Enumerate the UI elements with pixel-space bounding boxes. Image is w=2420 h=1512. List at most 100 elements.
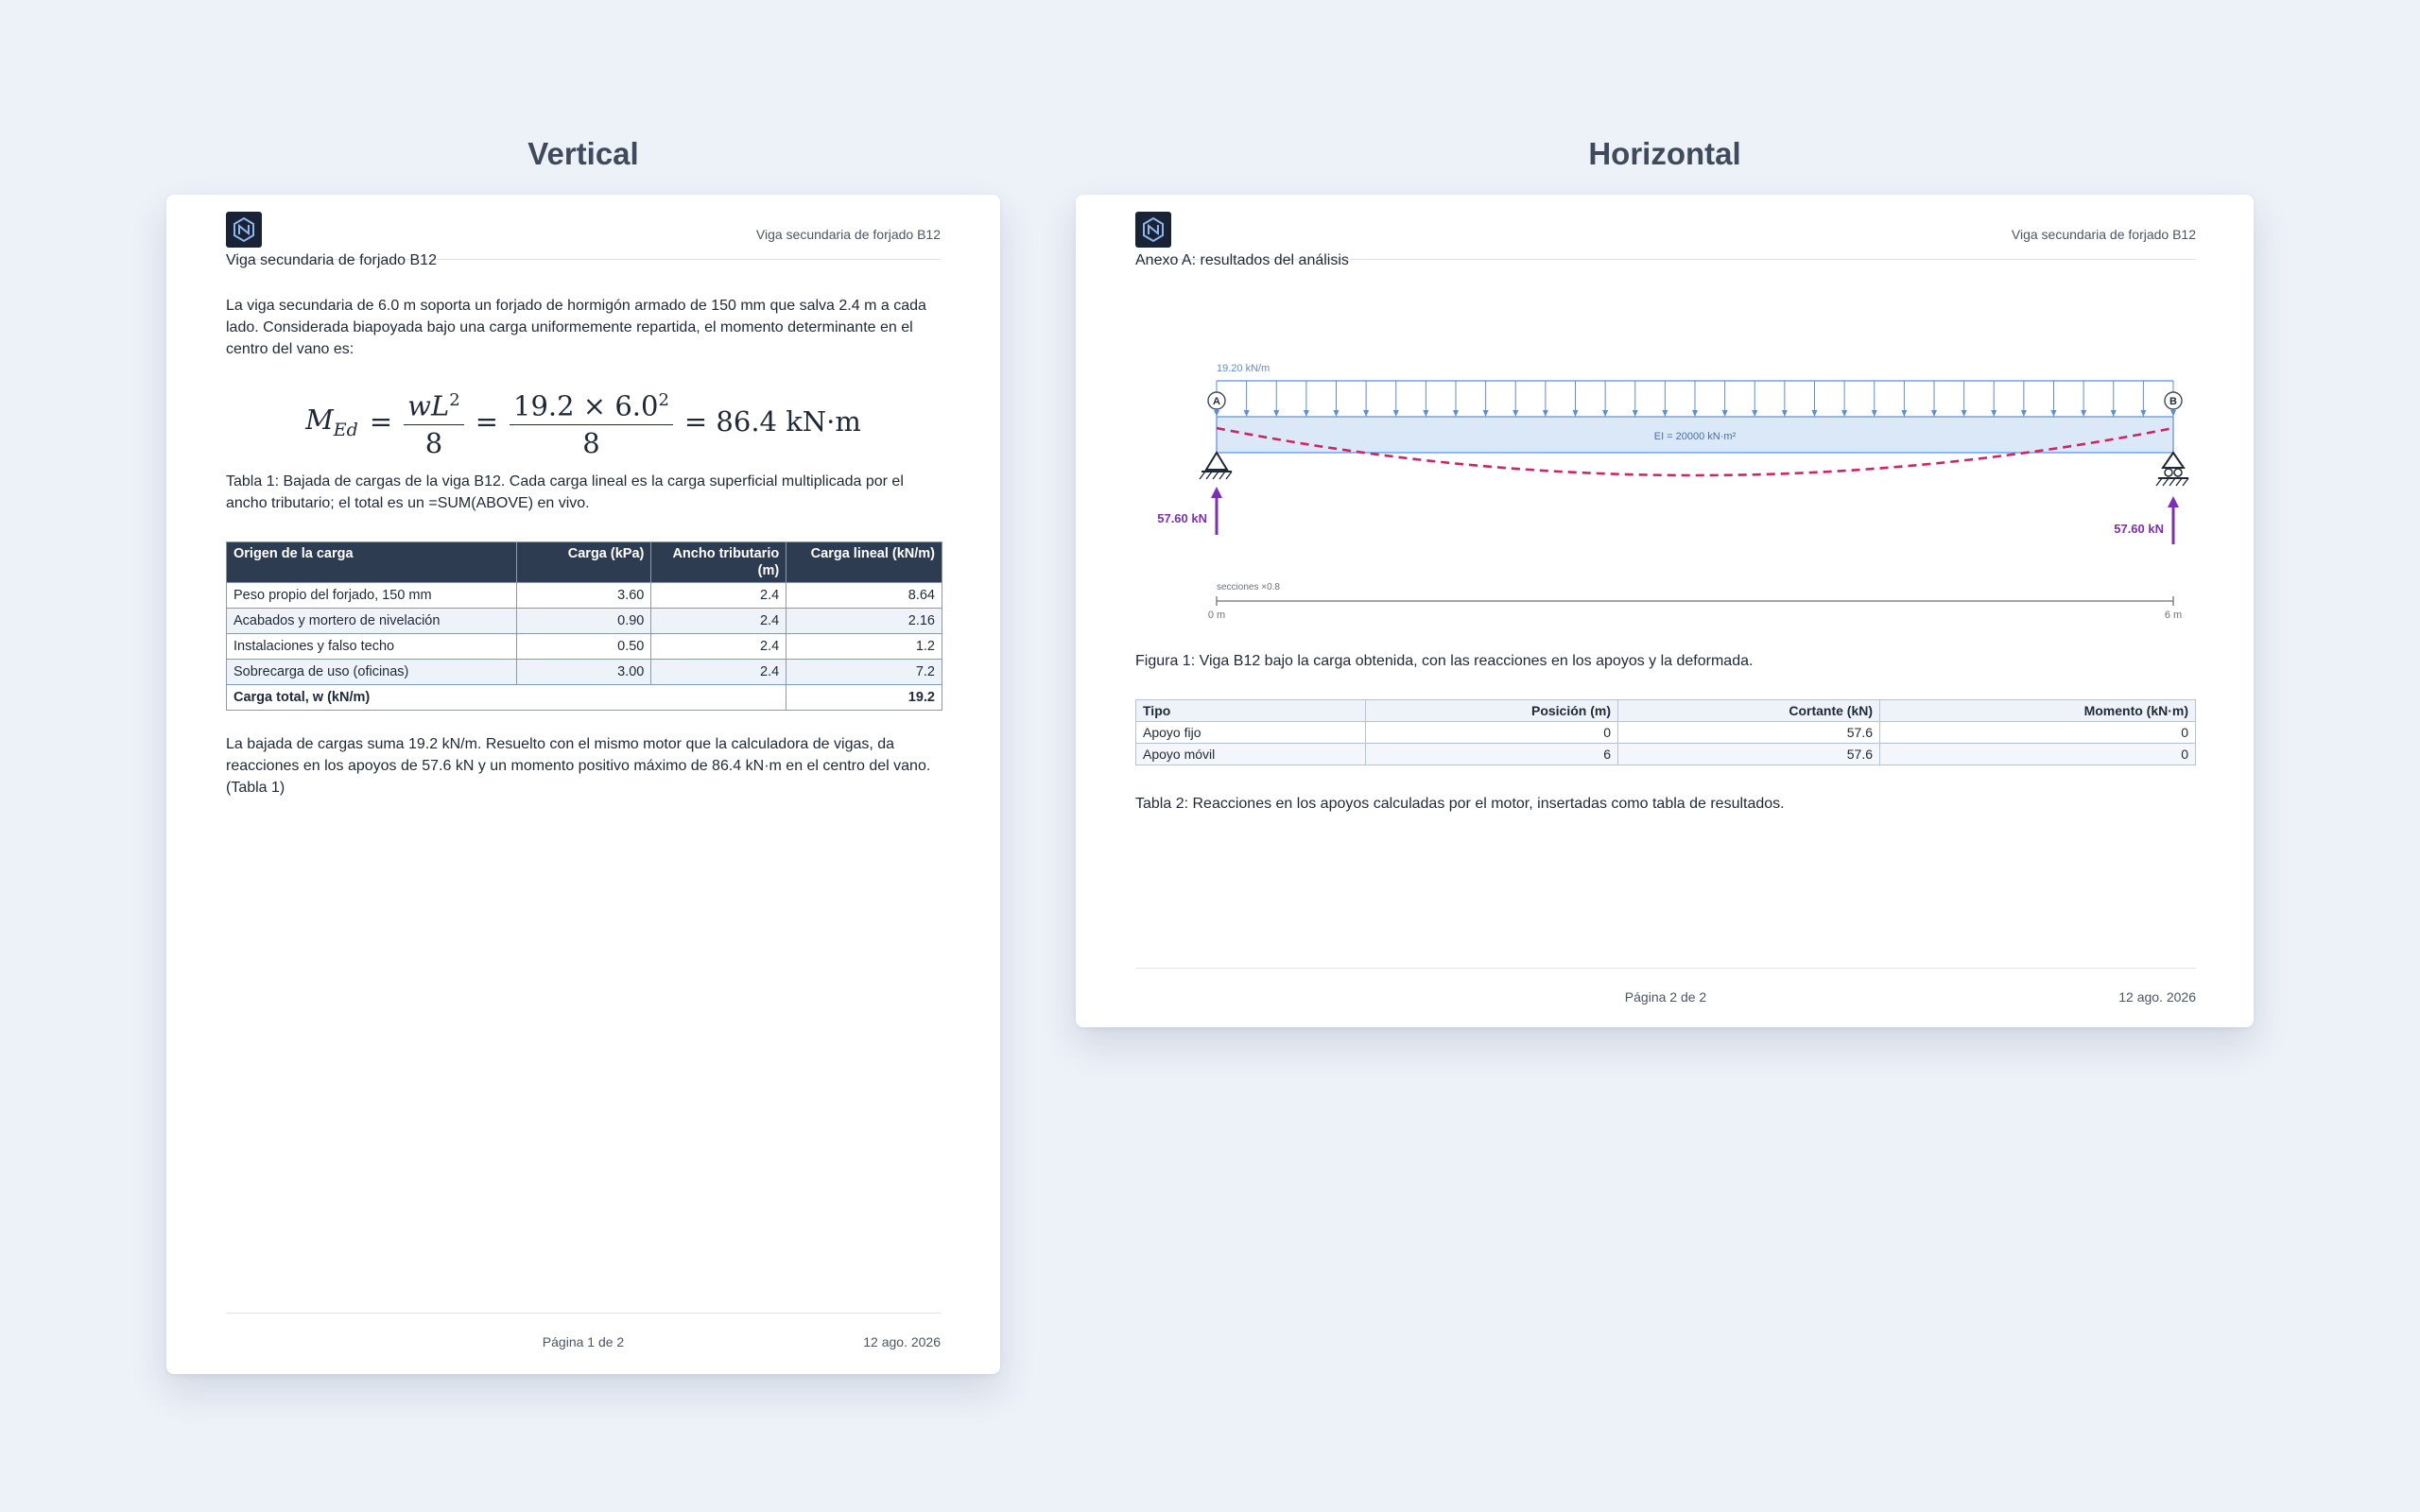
table-cell: Instalaciones y falso techo bbox=[226, 633, 517, 660]
table-cell: 6 bbox=[1365, 743, 1618, 765]
load-arrow-head bbox=[2110, 410, 2117, 417]
load-arrow-head bbox=[1243, 410, 1250, 417]
beam-body bbox=[1216, 416, 2174, 454]
intro-paragraph: La viga secundaria de 6.0 m soporta un f… bbox=[226, 298, 926, 357]
heading-vertical: Vertical bbox=[527, 136, 639, 171]
col-header: Ancho tributario (m) bbox=[650, 541, 787, 583]
figure-caption: Figura 1: Viga B12 bajo la carga obtenid… bbox=[1135, 653, 1754, 669]
page-footer: Página 1 de 2 12 ago. 2026 bbox=[226, 1313, 941, 1361]
table-total-row: Carga total, w (kN/m) 19.2 bbox=[225, 684, 942, 711]
load-arrow-head bbox=[2170, 410, 2176, 417]
load-arrow-head bbox=[1392, 410, 1399, 417]
load-arrow-head bbox=[1303, 410, 1309, 417]
scale-start: 0 m bbox=[1208, 610, 1225, 621]
table-row: Peso propio del forjado, 150 mm 3.60 2.4… bbox=[226, 582, 942, 609]
footer-page-number: Página 2 de 2 bbox=[1624, 989, 1707, 1005]
load-arrow-head bbox=[1273, 410, 1280, 417]
table-cell: 0 bbox=[1879, 743, 2196, 765]
table-cell: 2.4 bbox=[650, 582, 787, 609]
reactions-table: Tipo Posición (m) Cortante (kN) Momento … bbox=[1135, 699, 2196, 765]
load-arrow-head bbox=[1482, 410, 1489, 417]
load-label: 19.20 kN/m bbox=[1217, 363, 1270, 374]
closing-paragraph: La bajada de cargas suma 19.2 kN/m. Resu… bbox=[226, 736, 931, 796]
page-subtitle: Viga secundaria de forjado B12 bbox=[226, 252, 437, 268]
footer-date: 12 ago. 2026 bbox=[2118, 989, 2196, 1005]
load-arrow-head bbox=[1692, 410, 1698, 417]
page-header: Viga secundaria de forjado B12 bbox=[1135, 206, 2196, 260]
col-header: Posición (m) bbox=[1365, 699, 1618, 722]
col-header: Momento (kN·m) bbox=[1879, 699, 2196, 722]
table-row: Sobrecarga de uso (oficinas) 3.00 2.4 7.… bbox=[226, 659, 942, 685]
page-footer: Página 2 de 2 12 ago. 2026 bbox=[1135, 968, 2196, 1016]
load-arrow-head bbox=[1662, 410, 1668, 417]
load-arrow-head bbox=[1781, 410, 1788, 417]
table-cell: Peso propio del forjado, 150 mm bbox=[226, 582, 517, 609]
load-arrow-head bbox=[1811, 410, 1818, 417]
reaction-a-label: 57.60 kN bbox=[1157, 511, 1207, 525]
moment-formula: MEd = wL2 8 = 19.2 × 6.02 8 = 86.4 kN·m bbox=[226, 384, 941, 459]
load-arrow-head bbox=[1572, 410, 1579, 417]
load-arrow-head bbox=[1453, 410, 1459, 417]
table-cell: 8.64 bbox=[786, 582, 942, 609]
load-arrow-head bbox=[1961, 410, 1967, 417]
table-row: Apoyo móvil 6 57.6 0 bbox=[1135, 743, 2196, 765]
load-arrow-head bbox=[2050, 410, 2057, 417]
deflected-shape bbox=[1216, 426, 2174, 477]
node-b-marker bbox=[2164, 391, 2183, 410]
total-value: 19.2 bbox=[786, 684, 942, 711]
page-header: Viga secundaria de forjado B12 bbox=[226, 206, 941, 260]
load-arrow-head bbox=[1721, 410, 1728, 417]
load-arrow-head bbox=[1901, 410, 1908, 417]
footer-page-number: Página 1 de 2 bbox=[542, 1334, 625, 1349]
load-arrows bbox=[1214, 381, 2176, 417]
load-arrow-head bbox=[2020, 410, 2027, 417]
scale-end: 6 m bbox=[2165, 610, 2182, 621]
page-subtitle: Anexo A: resultados del análisis bbox=[1135, 252, 1349, 268]
table-cell: Apoyo móvil bbox=[1135, 743, 1366, 765]
table-row: Acabados y mortero de nivelación 0.90 2.… bbox=[226, 608, 942, 634]
table-cell: 7.2 bbox=[786, 659, 942, 685]
table-cell: Sobrecarga de uso (oficinas) bbox=[226, 659, 517, 685]
load-arrow-head bbox=[1991, 410, 1997, 417]
load-arrow-head bbox=[2081, 410, 2087, 417]
load-arrow-head bbox=[1512, 410, 1519, 417]
load-arrow-head bbox=[1752, 410, 1758, 417]
table-cell: 2.4 bbox=[650, 633, 787, 660]
node-a-marker bbox=[1207, 391, 1226, 410]
reaction-arrow-a bbox=[1211, 487, 1222, 535]
load-arrow-head bbox=[1602, 410, 1609, 417]
footer-date: 12 ago. 2026 bbox=[863, 1334, 941, 1349]
node-a-label: A bbox=[1213, 396, 1220, 407]
ei-label: EI = 20000 kN·m² bbox=[1654, 431, 1737, 442]
table-cell: Apoyo fijo bbox=[1135, 721, 1366, 744]
table-cell: 2.16 bbox=[786, 608, 942, 634]
logo-icon bbox=[1135, 212, 1171, 248]
col-header: Carga lineal (kN/m) bbox=[786, 541, 942, 583]
load-arrow-head bbox=[1423, 410, 1429, 417]
col-header: Carga (kPa) bbox=[515, 541, 652, 583]
heading-horizontal: Horizontal bbox=[1588, 136, 1741, 171]
table-cell: 57.6 bbox=[1617, 721, 1880, 744]
load-arrow-head bbox=[1363, 410, 1370, 417]
load-arrow-head bbox=[1214, 410, 1219, 417]
table-cell: 3.60 bbox=[515, 582, 652, 609]
load-arrow-head bbox=[1931, 410, 1937, 417]
load-arrow-head bbox=[1871, 410, 1877, 417]
col-header: Origen de la carga bbox=[226, 541, 517, 583]
page-horizontal: Viga secundaria de forjado B12 Anexo A: … bbox=[1076, 195, 2254, 1027]
load-arrow-head bbox=[1632, 410, 1638, 417]
table-cell: 3.00 bbox=[515, 659, 652, 685]
total-label: Carga total, w (kN/m) bbox=[225, 684, 787, 711]
table-cell: 0.50 bbox=[515, 633, 652, 660]
scale-label: secciones ×0.8 bbox=[1217, 582, 1280, 593]
load-arrow-head bbox=[2140, 410, 2147, 417]
load-arrow-head bbox=[1542, 410, 1548, 417]
logo-icon bbox=[226, 212, 262, 248]
table2-caption: Tabla 2: Reacciones en los apoyos calcul… bbox=[1135, 796, 1785, 812]
table-row: Apoyo fijo 0 57.6 0 bbox=[1135, 721, 2196, 744]
pin-support-icon bbox=[1199, 451, 1233, 480]
table-cell: 0 bbox=[1879, 721, 2196, 744]
table-cell: 2.4 bbox=[650, 659, 787, 685]
table-cell: 0 bbox=[1365, 721, 1618, 744]
load-table: Origen de la carga Carga (kPa) Ancho tri… bbox=[225, 541, 942, 711]
